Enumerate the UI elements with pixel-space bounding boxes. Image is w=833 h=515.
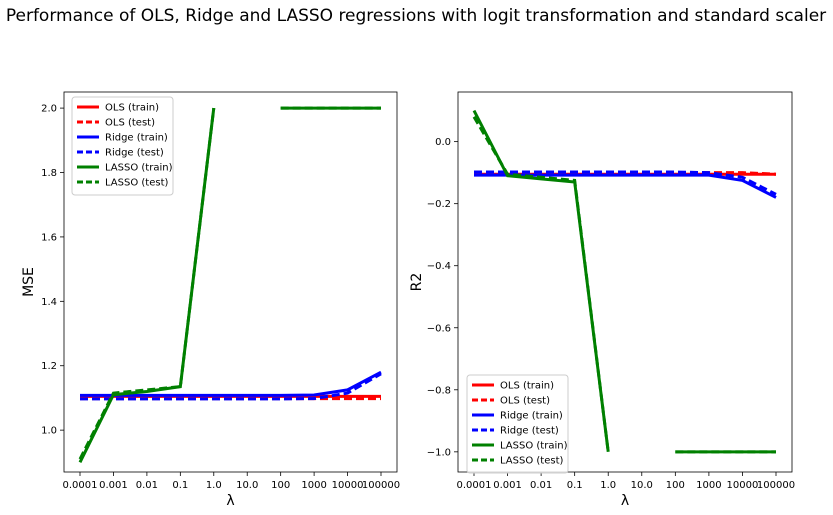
- x-tick-label: 100000: [362, 480, 400, 491]
- x-tick-label: 100: [666, 480, 685, 491]
- legend-label: LASSO (test): [500, 456, 563, 467]
- y-tick-label: 1.6: [41, 232, 57, 243]
- x-tick-label: 100000: [757, 480, 795, 491]
- y-tick-label: −0.8: [427, 385, 451, 396]
- r2-panel: 0.0001 0.001 0.01 0.1 1.0 10.0 100 1000 10000100…: [409, 91, 795, 509]
- x-tick-label: 10.0: [631, 480, 653, 491]
- x-tick-label: 0.001: [99, 480, 128, 491]
- legend-label: LASSO (train): [105, 163, 173, 174]
- y-tick-label: 1.4: [41, 297, 57, 308]
- x-tick-label: 1.0: [600, 480, 616, 491]
- x-tick-label: 0.1: [172, 480, 188, 491]
- legend-label: Ridge (test): [500, 426, 559, 437]
- x-tick-label: 1.0: [206, 480, 222, 491]
- legend-label: LASSO (test): [105, 178, 168, 189]
- y-axis-label: MSE: [21, 267, 37, 297]
- legend-label: LASSO (train): [500, 441, 568, 452]
- figure-title: Performance of OLS, Ridge and LASSO regr…: [6, 6, 826, 26]
- x-tick-label: 0.01: [136, 480, 158, 491]
- y-tick-label: −0.6: [427, 323, 451, 334]
- y-tick-label: 1.2: [41, 361, 57, 372]
- legend-label: OLS (train): [500, 381, 554, 392]
- y-tick-label: 1.0: [41, 426, 57, 437]
- x-tick-label: 10000: [727, 480, 759, 491]
- x-tick-label: 10.0: [236, 480, 258, 491]
- x-tick-label: 0.0001: [457, 480, 492, 491]
- legend-label: OLS (train): [105, 103, 159, 114]
- legend-label: OLS (test): [500, 396, 550, 407]
- legend: OLS (train) OLS (test) Ridge (train) Ridge …: [71, 96, 174, 196]
- y-tick-label: 0.0: [435, 137, 451, 148]
- series-line-lasso-test: [78, 107, 216, 460]
- y-axis-label: R2: [409, 273, 425, 292]
- x-tick-label: 1000: [301, 480, 326, 491]
- x-tick-label: 0.0001: [63, 480, 98, 491]
- x-axis-label: λ: [621, 493, 629, 509]
- x-tick-label: 0.001: [493, 480, 522, 491]
- x-axis-label: λ: [226, 493, 234, 509]
- x-tick-label: 0.01: [530, 480, 552, 491]
- x-tick-label: 1000: [696, 480, 721, 491]
- y-tick-label: 1.8: [41, 168, 57, 179]
- series-line-ridge-test: [80, 372, 382, 401]
- x-tick-label: 10000: [332, 480, 364, 491]
- legend: OLS (train) OLS (test) Ridge (train) Ridge …: [466, 374, 569, 474]
- x-tick-label: 100: [271, 480, 290, 491]
- legend-label: Ridge (train): [500, 411, 563, 422]
- legend-label: Ridge (train): [105, 133, 168, 144]
- series-line-lasso-test: [472, 116, 610, 453]
- plot-area-frame: [63, 91, 398, 473]
- y-tick-label: −1.0: [427, 447, 451, 458]
- series-line-ridge-train: [80, 370, 382, 397]
- plot-area-frame: [457, 91, 793, 473]
- y-tick-label: −0.2: [427, 199, 451, 210]
- y-tick-label: −0.4: [427, 261, 451, 272]
- legend-label: OLS (test): [105, 118, 155, 129]
- y-tick-label: 2.0: [41, 104, 57, 115]
- legend-label: Ridge (test): [105, 148, 164, 159]
- series-line-ridge-test: [474, 170, 777, 196]
- series-line-ridge-train: [474, 173, 777, 199]
- x-tick-label: 0.1: [567, 480, 583, 491]
- mse-panel: 0.0001 0.001 0.01 0.1 1.0 10.0 100 1000 10000100…: [21, 91, 400, 509]
